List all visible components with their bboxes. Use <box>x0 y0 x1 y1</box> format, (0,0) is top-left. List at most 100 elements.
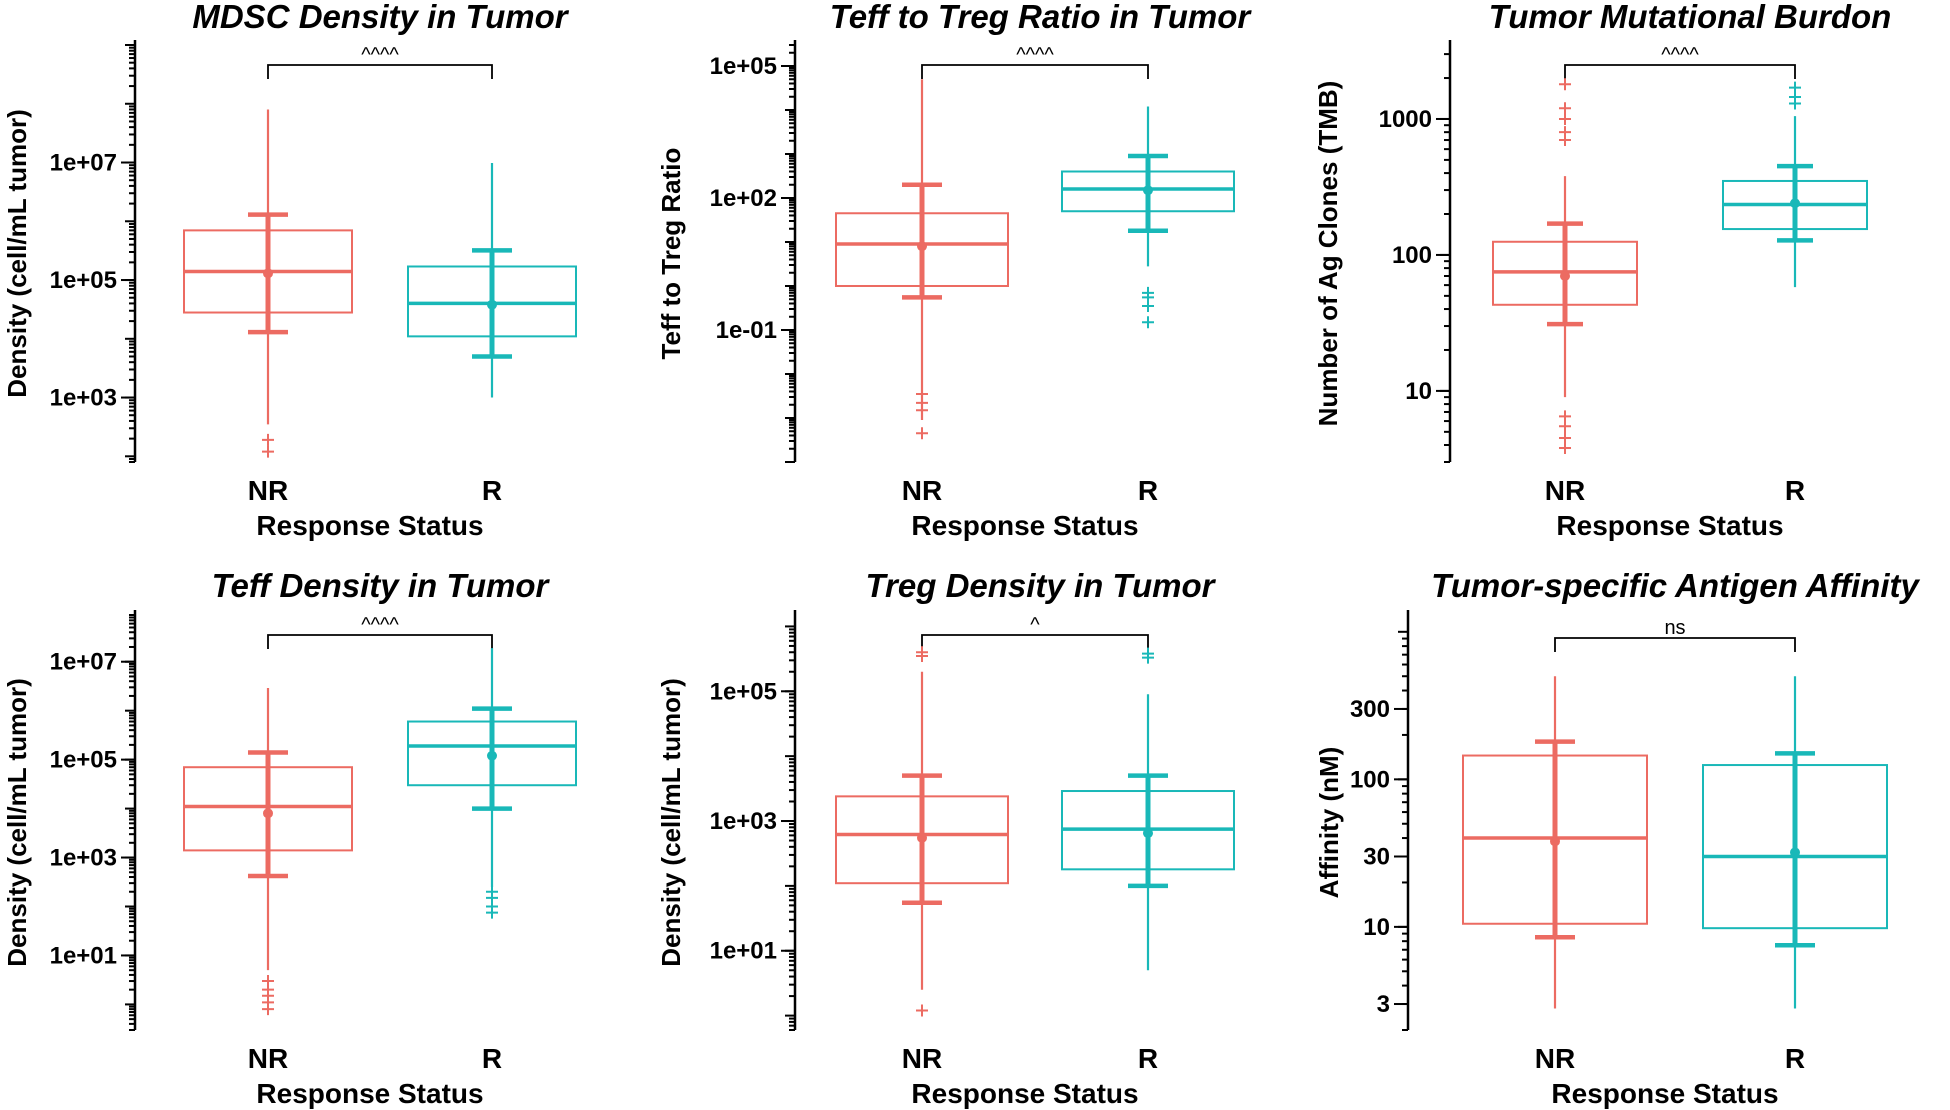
mean-point <box>1143 185 1153 196</box>
box-r <box>1722 81 1868 288</box>
significance-bracket <box>267 634 493 649</box>
box-nr <box>835 79 1009 440</box>
outlier-point <box>916 427 928 440</box>
outlier-point <box>262 1003 274 1016</box>
significance-bracket <box>267 64 493 79</box>
significance-bracket <box>1554 637 1796 652</box>
outlier-point <box>486 906 498 919</box>
y-axis-label: Density (cell/mL tumor) <box>2 109 32 397</box>
x-axis-label: Response Status <box>1556 510 1783 541</box>
chart-title: Tumor Mutational Burdon <box>1489 0 1892 35</box>
outlier-point <box>1789 81 1801 94</box>
x-tick-label-r: R <box>1138 475 1158 506</box>
x-tick-label-r: R <box>1785 475 1805 506</box>
x-tick-label-nr: NR <box>248 475 288 506</box>
y-tick-label: 1e+01 <box>50 942 117 969</box>
box-nr <box>835 646 1009 1017</box>
x-tick-label-nr: NR <box>1535 1043 1575 1074</box>
box-nr <box>1462 676 1648 1009</box>
mean-point <box>1790 198 1800 209</box>
y-tick-label: 1e+02 <box>710 185 777 212</box>
mean-point <box>263 268 273 279</box>
y-tick-label: 10 <box>1405 378 1432 405</box>
y-tick-label: 100 <box>1350 766 1390 793</box>
outlier-point <box>916 1004 928 1017</box>
mean-point <box>1550 836 1560 847</box>
box-r <box>1702 676 1888 1009</box>
x-axis-label: Response Status <box>911 1078 1138 1109</box>
outlier-point <box>262 433 274 446</box>
mean-point <box>1790 847 1800 858</box>
mean-point <box>487 750 497 761</box>
y-tick-label: 100 <box>1392 242 1432 269</box>
y-axis-label: Density (cell/mL tumor) <box>2 678 32 966</box>
y-tick-label: 1e-01 <box>716 317 777 344</box>
box-r <box>407 648 577 919</box>
x-tick-label-r: R <box>482 475 502 506</box>
chart-title: Tumor-specific Antigen Affinity <box>1431 567 1920 604</box>
box-r <box>407 163 577 398</box>
y-axis-label: Number of Ag Clones (TMB) <box>1313 81 1343 427</box>
mean-point <box>1560 271 1570 282</box>
outlier-point <box>1559 78 1571 91</box>
outlier-point <box>1559 102 1571 115</box>
box-nr <box>1492 78 1638 455</box>
chart-title: Treg Density in Tumor <box>865 567 1216 604</box>
significance-label: ^^^^ <box>1016 44 1054 66</box>
y-axis-label: Affinity (nM) <box>1314 747 1344 899</box>
chart-panel-treg-density-in-tumor: Treg Density in Tumor 1e+01 1e+03 1e+05 Dens… <box>656 567 1235 1109</box>
mean-point <box>917 241 927 252</box>
y-tick-label: 1e+05 <box>50 267 117 294</box>
y-tick-label: 30 <box>1363 843 1390 870</box>
significance-label: ^ <box>1030 614 1040 636</box>
y-tick-label: 3 <box>1377 991 1390 1018</box>
y-tick-label: 1e+07 <box>50 150 117 177</box>
y-tick-label: 1e+05 <box>50 747 117 774</box>
outlier-point <box>916 646 928 659</box>
significance-bracket <box>921 634 1149 649</box>
significance-label: ^^^^ <box>361 44 399 66</box>
significance-bracket <box>1564 64 1796 79</box>
outlier-point <box>262 445 274 458</box>
box-nr <box>183 109 353 458</box>
x-tick-label-nr: NR <box>902 475 942 506</box>
y-tick-label: 1e+05 <box>710 678 777 705</box>
mean-point <box>917 832 927 843</box>
outlier-point <box>1142 316 1154 329</box>
x-tick-label-r: R <box>1138 1043 1158 1074</box>
x-tick-label-nr: NR <box>902 1043 942 1074</box>
box-r <box>1061 106 1235 329</box>
x-axis-label: Response Status <box>256 1078 483 1109</box>
mean-point <box>263 808 273 819</box>
y-tick-label: 300 <box>1350 696 1390 723</box>
y-tick-label: 1e+03 <box>50 845 117 872</box>
outlier-point <box>1559 112 1571 125</box>
outlier-point <box>1142 300 1154 313</box>
x-tick-label-r: R <box>1785 1043 1805 1074</box>
outlier-point <box>916 404 928 417</box>
chart-panel-teff-to-treg-ratio-in-tumor: Teff to Treg Ratio in Tumor 1e-01 1e+02 1e+… <box>656 0 1252 541</box>
chart-panel-tumor-specific-antigen-affinity: Tumor-specific Antigen Affinity 3 10 30 100 3… <box>1314 567 1920 1109</box>
chart-title: Teff to Treg Ratio in Tumor <box>830 0 1253 35</box>
y-tick-label: 1e+03 <box>710 808 777 835</box>
box-nr <box>183 688 353 1016</box>
y-tick-label: 1e+01 <box>710 938 777 965</box>
y-axis-label: Density (cell/mL tumor) <box>656 678 686 966</box>
x-axis-label: Response Status <box>911 510 1138 541</box>
y-tick-label: 1e+07 <box>50 649 117 676</box>
x-tick-label-r: R <box>482 1043 502 1074</box>
outlier-point <box>1559 126 1571 139</box>
significance-label: ^^^^ <box>1661 44 1699 66</box>
x-axis-label: Response Status <box>1551 1078 1778 1109</box>
y-tick-label: 10 <box>1363 914 1390 941</box>
significance-label: ns <box>1664 617 1685 639</box>
chart-panel-teff-density-in-tumor: Teff Density in Tumor 1e+01 1e+03 1e+05 1e+0… <box>2 567 577 1109</box>
x-axis-label: Response Status <box>256 510 483 541</box>
x-tick-label-nr: NR <box>1545 475 1585 506</box>
y-axis-label: Teff to Treg Ratio <box>656 148 686 360</box>
y-tick-label: 1000 <box>1379 106 1432 133</box>
significance-bracket <box>921 64 1149 79</box>
y-tick-label: 1e+05 <box>710 53 777 80</box>
outlier-point <box>1142 647 1154 660</box>
